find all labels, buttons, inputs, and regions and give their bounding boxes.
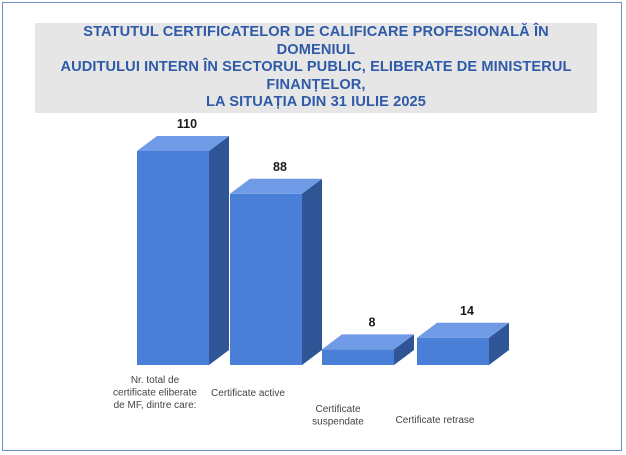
bar-front-face — [322, 349, 394, 365]
bar-top-face — [230, 178, 322, 194]
bar-front-face — [137, 151, 209, 365]
bar-1 — [137, 136, 229, 365]
category-label: de MF, dintre care: — [114, 400, 197, 411]
chart-title-box: STATUTUL CERTIFICATELOR DE CALIFICARE PR… — [35, 23, 597, 113]
category-label: Certificate — [315, 404, 360, 415]
category-label: Certificate active — [211, 388, 285, 399]
bar-front-face — [230, 193, 302, 365]
data-label: 110 — [177, 117, 197, 131]
bar-4 — [417, 322, 509, 365]
bar-top-face — [137, 136, 229, 151]
data-label: 88 — [273, 160, 287, 174]
data-label: 14 — [460, 304, 474, 318]
bar-3 — [322, 334, 414, 365]
category-label: Certificate retrase — [396, 415, 475, 426]
bar-side-face — [302, 178, 322, 365]
chart-title: STATUTUL CERTIFICATELOR DE CALIFICARE PR… — [60, 24, 572, 111]
bar-top-face — [322, 334, 414, 350]
bar-top-face — [417, 322, 509, 338]
bar-front-face — [417, 337, 489, 365]
bar-side-face — [489, 322, 509, 365]
category-label: Nr. total de — [131, 375, 180, 386]
bar-side-face — [209, 136, 229, 365]
bar-2 — [230, 178, 322, 365]
category-label: certificate eliberate — [113, 388, 197, 399]
data-label: 8 — [369, 315, 376, 329]
category-label: suspendate — [312, 417, 364, 428]
bar-side-face — [394, 334, 414, 365]
